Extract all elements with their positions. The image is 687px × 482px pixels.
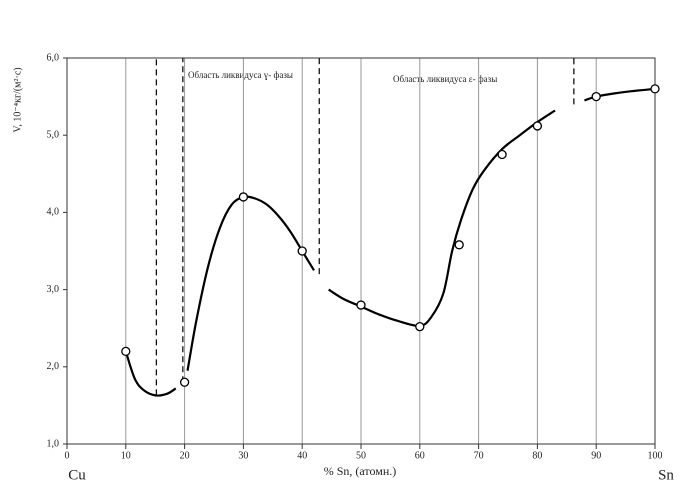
x-tick-label: 90: [591, 450, 601, 461]
data-point: [454, 240, 464, 250]
data-point: [532, 121, 543, 131]
annotation: Область ликвидуса ε- фазы: [393, 74, 497, 84]
x-tick-label: 80: [532, 450, 542, 461]
data-point: [238, 192, 249, 202]
data-point: [415, 322, 425, 332]
y-tick-label: 3,0: [47, 284, 60, 295]
x-tick-label: 0: [65, 450, 70, 461]
x-tick-label: 60: [415, 450, 425, 461]
y-axis-label: V, 10⁻⁴кг/(м²·с): [12, 67, 23, 132]
y-tick-label: 2,0: [47, 361, 60, 372]
x-tick-label: 40: [297, 450, 307, 461]
data-point: [650, 84, 660, 94]
data-point: [497, 149, 507, 160]
left-label: Cu: [68, 467, 86, 482]
annotation: Область ликвидуса ɣ- фазы: [188, 70, 293, 80]
x-tick-label: 50: [356, 450, 366, 461]
y-tick-label: 1,0: [47, 438, 60, 449]
x-tick-label: 70: [474, 450, 484, 461]
plot-frame: [66, 57, 656, 445]
data-point: [356, 300, 366, 310]
x-axis-label: % Sn, (атомн.): [324, 464, 397, 478]
x-tick-label: 100: [648, 450, 663, 461]
x-tick-label: 30: [238, 450, 248, 461]
x-tick-label: 20: [180, 450, 190, 461]
data-point: [591, 91, 601, 102]
data-point: [121, 346, 131, 357]
curve: [124, 87, 656, 397]
y-tick-label: 4,0: [47, 207, 60, 218]
right-label: Sn: [658, 467, 674, 482]
y-tick-label: 5,0: [47, 129, 60, 140]
x-tick-label: 10: [121, 450, 131, 461]
y-tick-label: 6,0: [47, 52, 60, 63]
data-point: [179, 377, 190, 387]
data-point: [297, 246, 307, 256]
